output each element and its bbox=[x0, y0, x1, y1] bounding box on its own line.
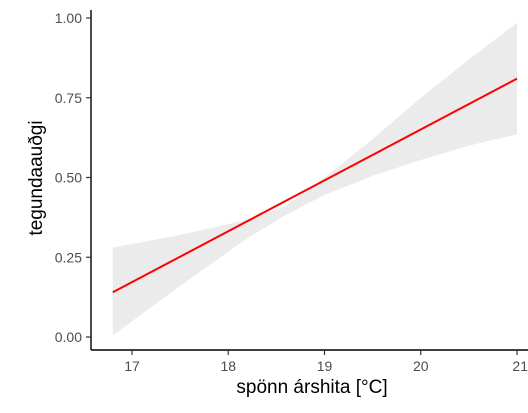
confidence-band-layer bbox=[112, 22, 518, 336]
regression-line-layer bbox=[112, 77, 518, 294]
regression-line bbox=[112, 77, 518, 294]
axes: 0.00 0.25 0.50 0.75 1.00 17 18 19 20 21 bbox=[55, 10, 528, 374]
x-tick-label: 20 bbox=[413, 358, 429, 374]
x-tick-label: 17 bbox=[124, 358, 140, 374]
x-tick-label: 21 bbox=[512, 358, 528, 374]
y-axis-title: tegundaauðgi bbox=[26, 120, 47, 235]
x-axis-title: spönn árshita [°C] bbox=[236, 377, 387, 398]
y-tick-label: 0.25 bbox=[55, 249, 82, 265]
y-tick-label: 0.00 bbox=[55, 329, 82, 345]
y-tick-label: 0.50 bbox=[55, 170, 82, 186]
y-tick-label: 0.75 bbox=[55, 90, 82, 106]
confidence-band bbox=[112, 22, 518, 336]
y-tick-label: 1.00 bbox=[55, 10, 82, 26]
x-tick-label: 19 bbox=[317, 358, 333, 374]
x-tick-label: 18 bbox=[220, 358, 236, 374]
